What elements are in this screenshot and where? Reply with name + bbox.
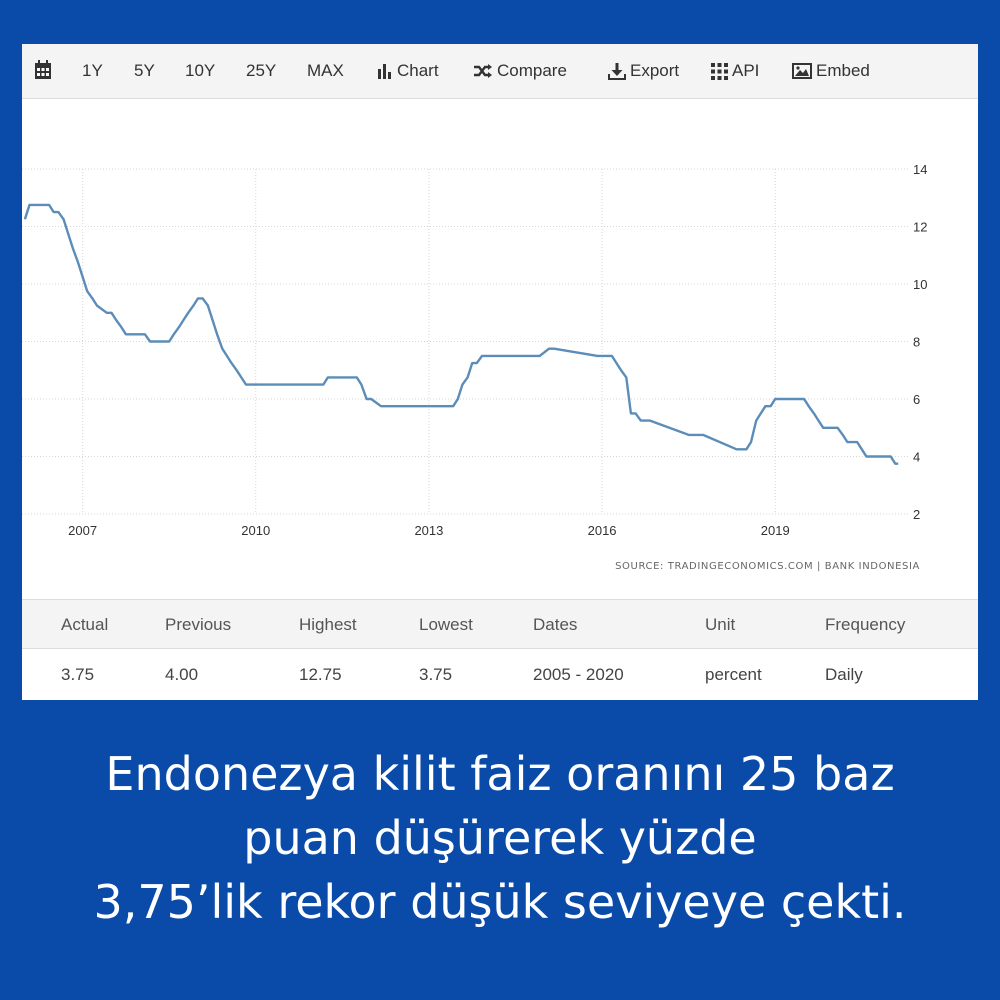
export-label: Export bbox=[630, 61, 680, 80]
chart-toolbar: 1Y 5Y 10Y 25Y MAX Chart Compare bbox=[22, 44, 978, 99]
headline-line-2: puan düşürerek yüzde bbox=[243, 811, 757, 865]
range-1y-label: 1Y bbox=[82, 61, 103, 80]
range-10y-label: 10Y bbox=[185, 61, 216, 80]
range-25y-label: 25Y bbox=[246, 61, 277, 80]
source-note: SOURCE: TRADINGECONOMICS.COM | BANK INDO… bbox=[615, 561, 920, 572]
range-max-button[interactable]: MAX bbox=[307, 61, 344, 81]
series-line bbox=[23, 203, 899, 465]
stats-header-frequency: Frequency bbox=[825, 615, 906, 634]
range-5y-button[interactable]: 5Y bbox=[134, 61, 155, 81]
headline-line-3: 3,75’lik rekor düşük seviyeye çekti. bbox=[93, 875, 907, 929]
stats-header-lowest: Lowest bbox=[419, 615, 473, 634]
headline-line-1: Endonezya kilit faiz oranını 25 baz bbox=[105, 747, 895, 801]
x-tick-label: 2016 bbox=[588, 523, 617, 538]
y-tick-label: 8 bbox=[913, 335, 920, 350]
stats-header-unit: Unit bbox=[705, 615, 736, 634]
calendar-button[interactable] bbox=[34, 60, 52, 80]
stats-value-unit: percent bbox=[705, 665, 762, 684]
grid-icon bbox=[711, 62, 728, 80]
y-tick-label: 4 bbox=[913, 450, 920, 465]
calendar-icon bbox=[35, 60, 51, 79]
embed-label: Embed bbox=[816, 61, 870, 80]
shuffle-icon bbox=[474, 64, 492, 78]
image-icon bbox=[792, 63, 812, 79]
stats-value-row: 3.75 4.00 12.75 3.75 2005 - 2020 percent… bbox=[22, 649, 978, 701]
chart-area: 2 4 6 8 10 12 14 2007 2010 2013 2016 2019 SOURCE: TR… bbox=[22, 99, 978, 589]
range-max-label: MAX bbox=[307, 61, 344, 80]
stats-value-lowest: 3.75 bbox=[419, 665, 453, 684]
download-icon bbox=[608, 63, 626, 80]
stats-table: Actual Previous Highest Lowest Dates Uni… bbox=[22, 599, 978, 701]
x-tick-label: 2010 bbox=[241, 523, 270, 538]
api-label: API bbox=[732, 61, 760, 80]
y-tick-label: 14 bbox=[913, 162, 927, 177]
embed-button[interactable]: Embed bbox=[792, 61, 870, 81]
stats-value-previous: 4.00 bbox=[165, 665, 199, 684]
compare-button[interactable]: Compare bbox=[473, 61, 567, 81]
y-tick-label: 6 bbox=[913, 392, 920, 407]
stats-header-dates: Dates bbox=[533, 615, 578, 634]
x-tick-label: 2019 bbox=[761, 523, 790, 538]
stats-value-actual: 3.75 bbox=[61, 665, 95, 684]
x-tick-label: 2013 bbox=[414, 523, 443, 538]
y-tick-label: 10 bbox=[913, 277, 927, 292]
range-5y-label: 5Y bbox=[134, 61, 155, 80]
range-25y-button[interactable]: 25Y bbox=[246, 61, 276, 81]
stats-header-previous: Previous bbox=[165, 615, 232, 634]
range-10y-button[interactable]: 10Y bbox=[185, 61, 215, 81]
headline-caption: Endonezya kilit faiz oranını 25 baz puan… bbox=[0, 742, 1000, 934]
export-button[interactable]: Export bbox=[608, 61, 679, 81]
y-tick-label: 12 bbox=[913, 220, 927, 235]
bar-chart-icon bbox=[378, 64, 391, 79]
stats-value-frequency: Daily bbox=[825, 665, 863, 684]
stats-header-highest: Highest bbox=[299, 615, 357, 634]
range-1y-button[interactable]: 1Y bbox=[82, 61, 103, 81]
x-tick-label: 2007 bbox=[68, 523, 97, 538]
chart-card: 1Y 5Y 10Y 25Y MAX Chart Compare bbox=[22, 44, 978, 700]
chart-type-button[interactable]: Chart bbox=[377, 61, 439, 81]
api-button[interactable]: API bbox=[711, 61, 759, 81]
line-chart: 2 4 6 8 10 12 14 2007 2010 2013 2016 2019 SOURCE: TR… bbox=[22, 162, 927, 572]
chart-type-label: Chart bbox=[397, 61, 439, 80]
stats-header-row: Actual Previous Highest Lowest Dates Uni… bbox=[22, 600, 978, 649]
stats-value-dates: 2005 - 2020 bbox=[533, 665, 624, 684]
stats-header-actual: Actual bbox=[61, 615, 109, 634]
stats-value-highest: 12.75 bbox=[299, 665, 342, 684]
compare-label: Compare bbox=[497, 61, 567, 80]
y-tick-label: 2 bbox=[913, 507, 920, 522]
